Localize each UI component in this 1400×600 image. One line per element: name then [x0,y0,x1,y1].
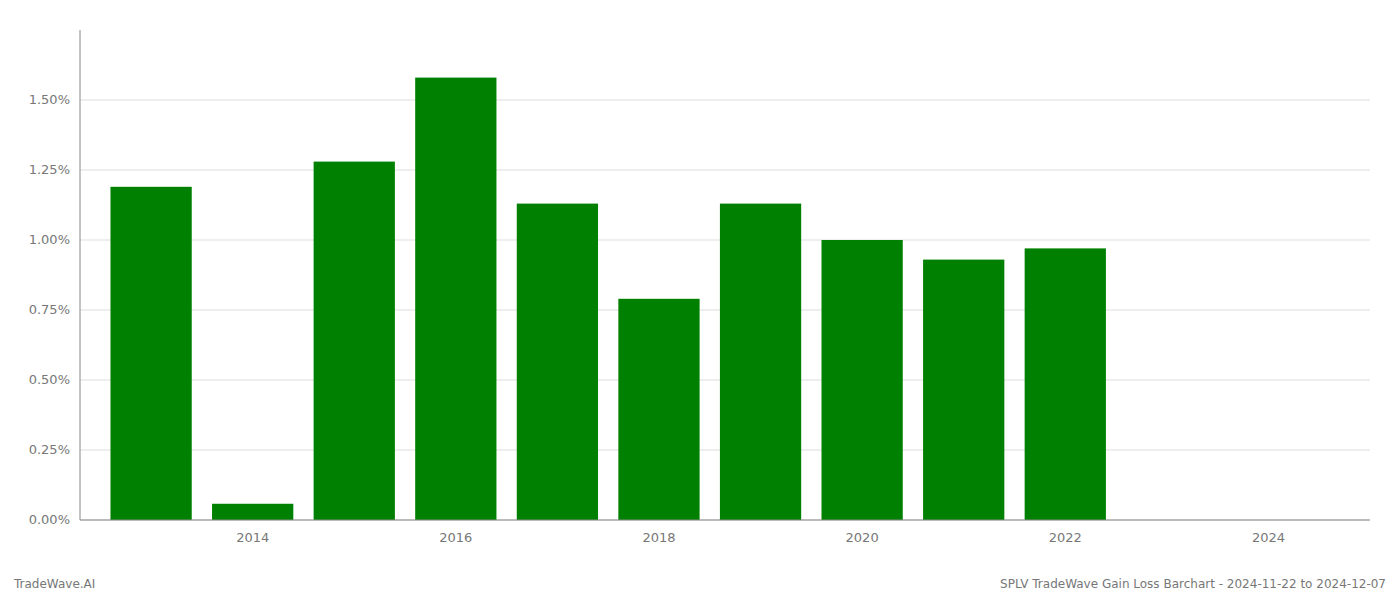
grid [80,100,1370,520]
y-tick-label: 0.75% [29,302,70,317]
bar [720,204,801,520]
bar [1025,248,1106,520]
y-axis-line [80,30,81,520]
x-tick-label: 2018 [642,530,675,545]
bar [110,187,191,520]
grid-line [80,170,1370,171]
bar [923,260,1004,520]
background [0,0,1400,600]
bar [517,204,598,520]
x-tick-label: 2024 [1252,530,1285,545]
y-tick-label: 1.00% [29,232,70,247]
bar [821,240,902,520]
chart: 0.00%0.25%0.50%0.75%1.00%1.25%1.50%20142… [0,0,1400,600]
grid-line [80,520,1370,521]
x-axis: 2014 2016 2018 2020 2022 2024 [236,530,1285,545]
bar [314,162,395,520]
y-tick-label: 0.25% [29,442,70,457]
x-tick-label: 2022 [1049,530,1082,545]
bars [110,78,1105,520]
bar [415,78,496,520]
footer-text: SPLV TradeWave Gain Loss Barchart - 2024… [1000,577,1386,591]
y-tick-label: 0.00% [29,512,70,527]
chart-container: 0.00%0.25%0.50%0.75%1.00%1.25%1.50%20142… [0,0,1400,600]
bar [212,504,293,520]
x-tick-label: 2014 [236,530,269,545]
y-tick-label: 1.25% [29,162,70,177]
y-axis: 0.00% 0.25% 0.50% 0.75% 1.00% 1.25% 1.50% [29,92,70,527]
y-tick-label: 0.50% [29,372,70,387]
footer-text: TradeWave.AI [13,577,95,591]
x-axis-line [80,520,1370,521]
grid-line [80,100,1370,101]
x-tick-label: 2020 [846,530,879,545]
bar [618,299,699,520]
x-tick-label: 2016 [439,530,472,545]
y-tick-label: 1.50% [29,92,70,107]
